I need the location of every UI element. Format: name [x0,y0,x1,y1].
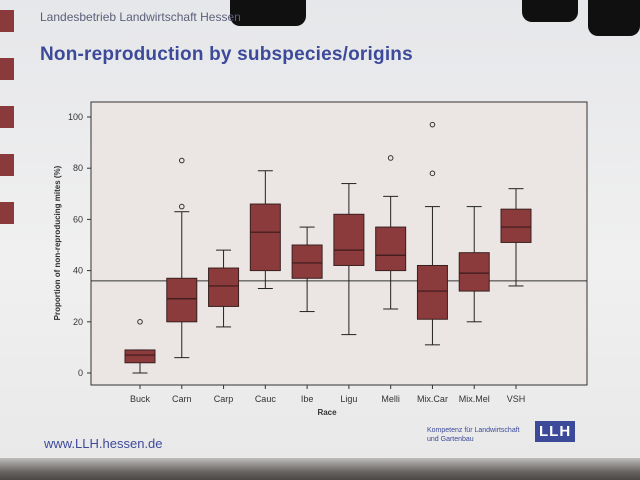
box-vsh [500,208,532,243]
projection-bottom-edge [0,458,640,480]
outlier-point [429,121,436,128]
outlier-point [387,155,394,161]
slide-side-marker [0,10,14,32]
box-ibe [291,244,323,279]
box-ligu [333,213,365,266]
y-tick-label: 80 [73,163,83,173]
y-tick-label: 20 [73,317,83,327]
footer-org-line2: und Gartenbau [427,436,474,443]
box-carn [166,277,198,323]
box-carp [208,267,240,307]
slide-side-marker [0,202,14,224]
y-tick-label: 60 [73,214,83,224]
footer-org-line1: Kompetenz für Landwirtschaft [427,427,520,434]
box-mix-mel [458,252,490,292]
x-tick-label: Melli [381,394,400,404]
x-axis-label: Race [317,408,337,417]
x-tick-label: Ibe [301,394,314,404]
x-tick-label: Mix.Car [417,394,448,404]
slide-title: Non-reproduction by subspecies/origins [40,44,413,65]
outlier-point [178,157,185,164]
y-tick-label: 100 [68,112,83,122]
y-tick-label: 40 [73,266,83,276]
x-tick-label: Carp [214,394,234,404]
x-tick-label: Carn [172,394,192,404]
x-tick-label: Ligu [340,394,357,404]
organization-name: Landesbetrieb Landwirtschaft Hessen [40,10,241,24]
slide-side-marker [0,106,14,128]
x-tick-label: Cauc [255,394,277,404]
box-buck [124,349,156,364]
projector-mount-middle [522,0,578,22]
box-mix-car [416,264,448,320]
footer-website[interactable]: www.LLH.hessen.de [44,436,163,451]
projector-mount-left [230,0,306,26]
slide-side-marker [0,154,14,176]
outlier-point [429,170,436,177]
outlier-point [137,319,143,325]
outlier-point [178,203,185,210]
x-tick-label: VSH [507,394,526,404]
llh-logo: LLH [535,421,576,442]
box-melli [375,226,407,272]
projector-mount-right [588,0,640,36]
x-tick-label: Buck [130,394,151,404]
y-tick-label: 0 [78,368,83,378]
y-axis-label: Proportion of non-reproducing mites (%) [53,165,62,320]
box-cauc [249,203,281,272]
slide-side-marker [0,58,14,80]
x-tick-label: Mix.Mel [459,394,490,404]
footer-org-text: Kompetenz für Landwirtschaft und Gartenb… [427,426,520,444]
